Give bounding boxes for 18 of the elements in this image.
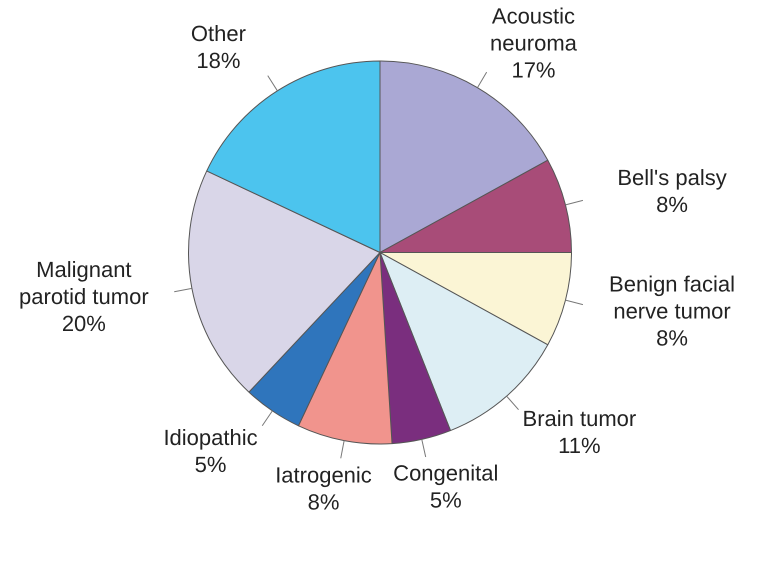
data-label: 17% (511, 58, 556, 83)
slice-label: Benign facial nerve tumor (609, 272, 736, 324)
slice-label: Iatrogenic (275, 462, 372, 488)
slice-label: Congenital (393, 460, 498, 486)
data-label: 8% (656, 192, 688, 218)
data-label: 8% (308, 489, 340, 514)
slice-label: Bell's palsy (617, 165, 727, 190)
slice-label: Acoustic neuroma (490, 4, 578, 56)
data-label: 11% (558, 433, 601, 458)
slice-label: Brain tumor (522, 406, 636, 432)
data-label: 5% (194, 452, 226, 477)
slice-label: Malignant parotid tumor (19, 256, 149, 309)
slice-label: Idiopathic (163, 424, 258, 450)
data-label: 8% (656, 326, 688, 351)
slice-label: Other (190, 21, 246, 46)
data-label: 20% (62, 310, 106, 336)
data-label: 5% (430, 488, 462, 513)
data-label: 18% (196, 48, 240, 74)
